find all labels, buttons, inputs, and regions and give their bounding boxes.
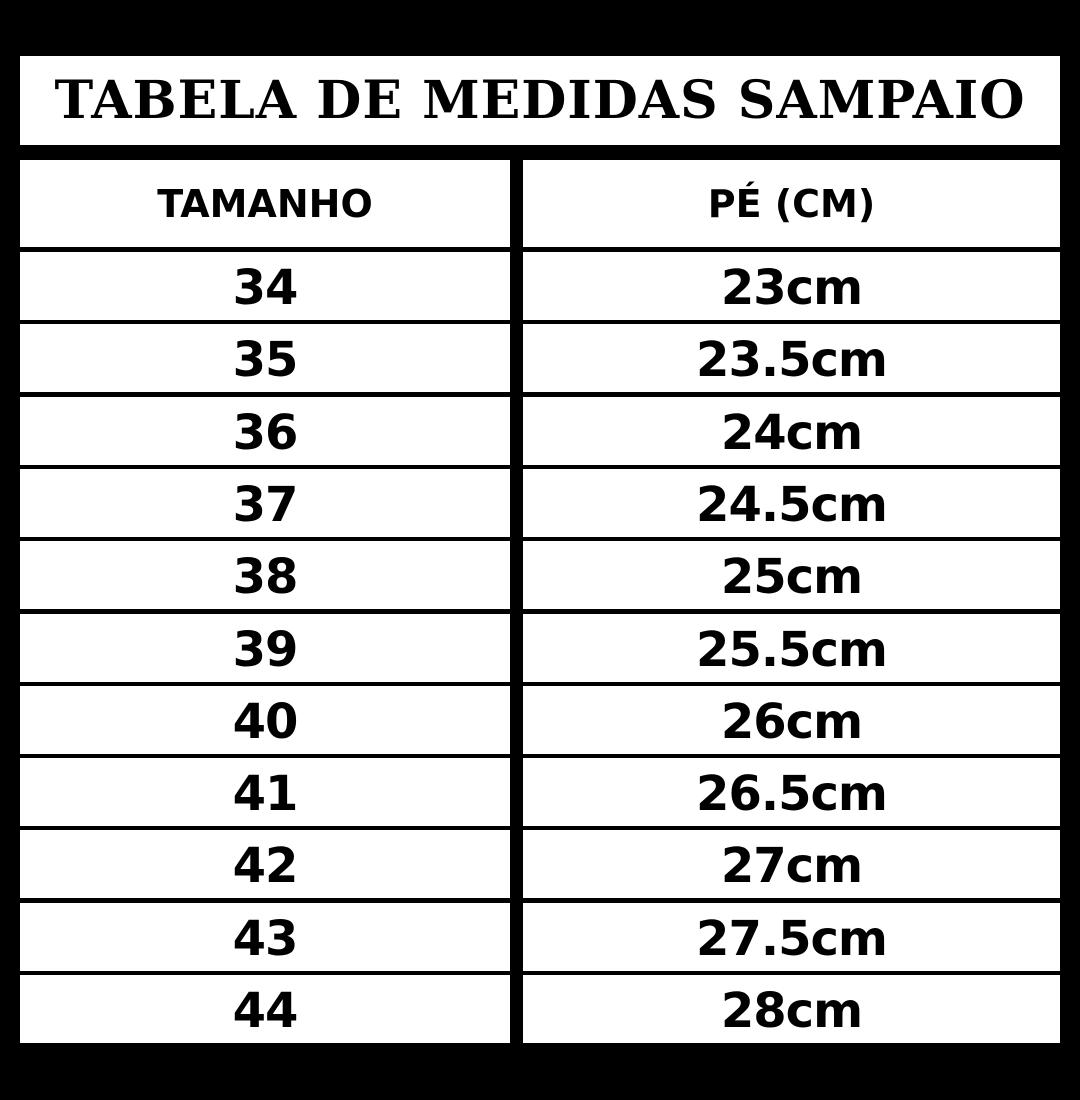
size-cell: 37 [20, 468, 510, 537]
foot-length-cell: 28cm [523, 975, 1060, 1043]
size-cell: 35 [20, 324, 510, 393]
foot-length-cell: 25.5cm [523, 613, 1060, 682]
foot-length-cell: 26.5cm [523, 758, 1060, 827]
foot-length-cell: 27cm [523, 830, 1060, 899]
foot-length-cell: 25cm [523, 541, 1060, 610]
size-cell: 42 [20, 830, 510, 899]
size-cell: 39 [20, 613, 510, 682]
column-header-foot: PÉ (CM) [523, 160, 1060, 247]
size-cell: 38 [20, 541, 510, 610]
page-title: TABELA DE MEDIDAS SAMPAIO [20, 56, 1060, 145]
foot-length-cell: 23cm [523, 252, 1060, 320]
foot-length-cell: 24cm [523, 396, 1060, 465]
foot-length-cell: 26cm [523, 685, 1060, 754]
size-cell: 41 [20, 758, 510, 827]
column-header-size: TAMANHO [20, 160, 510, 247]
size-cell: 36 [20, 396, 510, 465]
size-cell: 44 [20, 975, 510, 1043]
foot-length-cell: 27.5cm [523, 902, 1060, 971]
foot-length-cell: 24.5cm [523, 468, 1060, 537]
foot-length-cell: 23.5cm [523, 324, 1060, 393]
size-cell: 34 [20, 252, 510, 320]
size-cell: 40 [20, 685, 510, 754]
size-cell: 43 [20, 902, 510, 971]
